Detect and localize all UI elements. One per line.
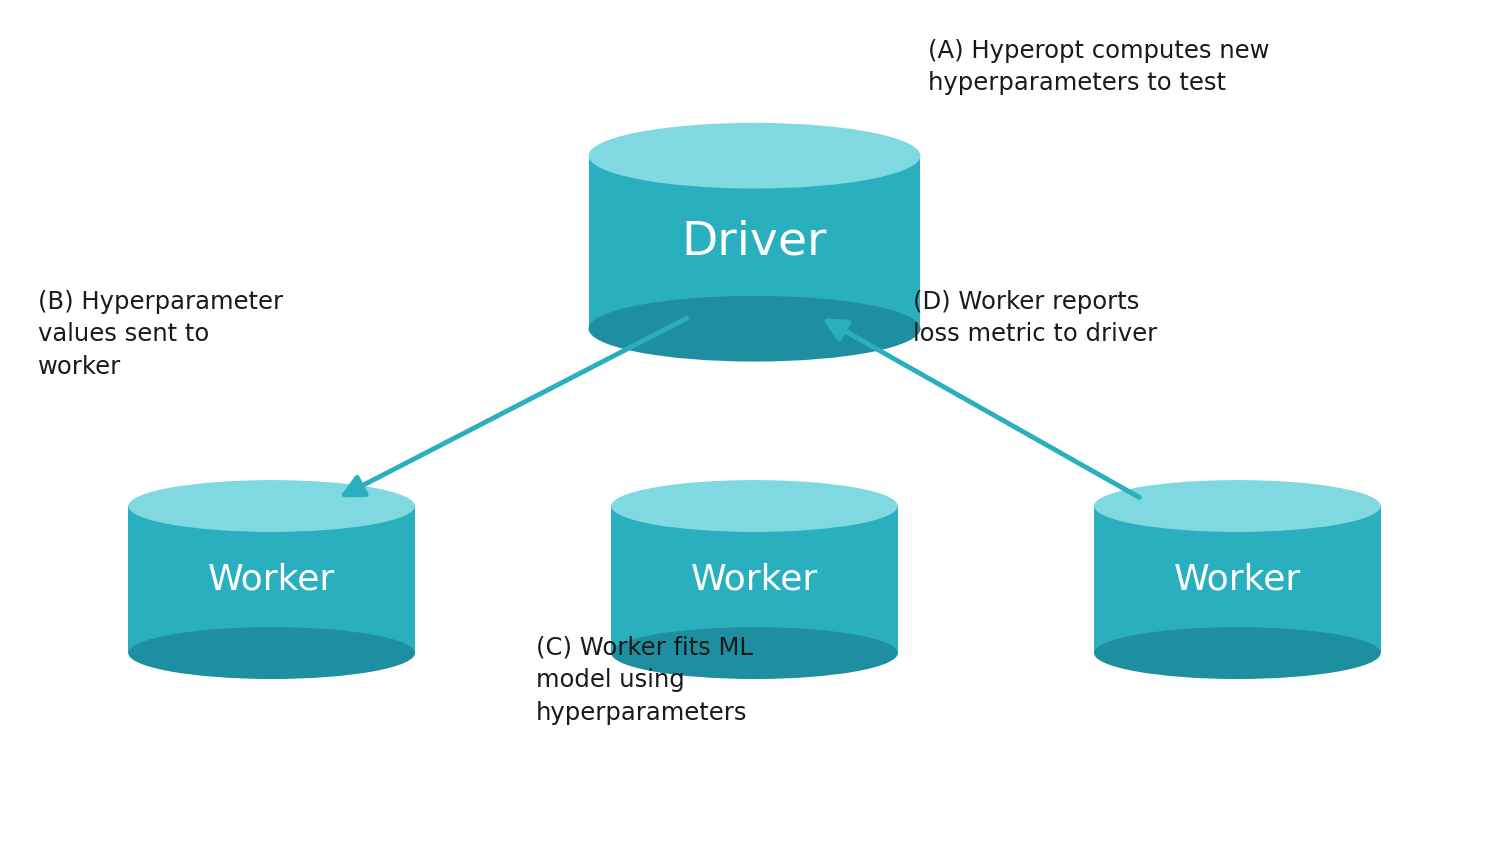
- Ellipse shape: [128, 480, 415, 532]
- Bar: [128, 506, 415, 653]
- Ellipse shape: [589, 296, 920, 362]
- Text: (C) Worker fits ML
model using
hyperparameters: (C) Worker fits ML model using hyperpara…: [536, 636, 753, 725]
- Ellipse shape: [1094, 627, 1381, 679]
- Text: Driver: Driver: [682, 220, 827, 265]
- Ellipse shape: [611, 627, 898, 679]
- Ellipse shape: [128, 627, 415, 679]
- Text: (D) Worker reports
loss metric to driver: (D) Worker reports loss metric to driver: [913, 290, 1157, 346]
- Ellipse shape: [1094, 480, 1381, 532]
- Ellipse shape: [611, 480, 898, 532]
- Bar: [1094, 506, 1381, 653]
- Ellipse shape: [589, 123, 920, 189]
- Bar: [589, 156, 920, 329]
- Bar: [611, 506, 898, 653]
- Text: (B) Hyperparameter
values sent to
worker: (B) Hyperparameter values sent to worker: [38, 290, 282, 379]
- Text: Worker: Worker: [1174, 562, 1301, 597]
- Text: (A) Hyperopt computes new
hyperparameters to test: (A) Hyperopt computes new hyperparameter…: [928, 39, 1269, 95]
- Text: Worker: Worker: [691, 562, 818, 597]
- Text: Worker: Worker: [208, 562, 335, 597]
